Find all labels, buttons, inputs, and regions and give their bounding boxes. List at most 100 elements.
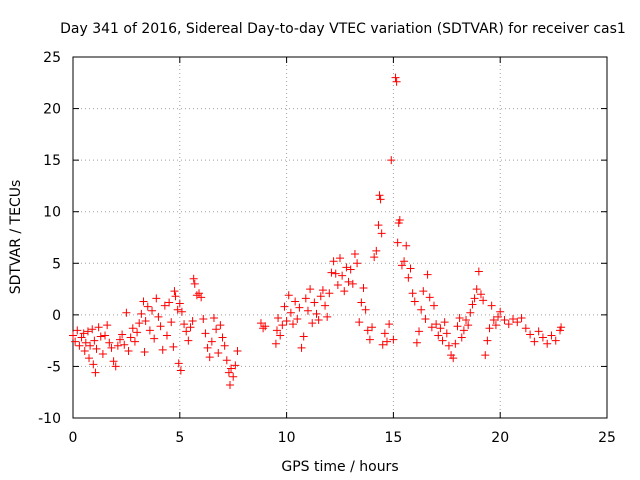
- data-point: [130, 337, 139, 346]
- data-point: [468, 300, 477, 309]
- data-point: [81, 338, 90, 347]
- data-point: [321, 301, 330, 310]
- data-point: [509, 314, 518, 323]
- data-point: [189, 274, 198, 283]
- data-point: [69, 331, 77, 340]
- data-point: [75, 341, 84, 350]
- data-point: [276, 331, 285, 340]
- data-point: [199, 314, 208, 323]
- data-point: [297, 343, 306, 352]
- data-point: [557, 323, 566, 332]
- data-point: [370, 253, 379, 262]
- data-point: [272, 326, 281, 335]
- data-point: [392, 77, 401, 86]
- data-point: [184, 336, 193, 345]
- data-point: [504, 320, 513, 329]
- data-point: [233, 346, 242, 355]
- data-point: [419, 287, 428, 296]
- data-point: [415, 327, 424, 336]
- data-point: [98, 350, 107, 359]
- axis-ticks: 0 5 10 15 20 25 -10 -5 0 5 10 15 20 25: [38, 50, 616, 446]
- data-point: [150, 334, 159, 343]
- data-point: [316, 292, 325, 301]
- data-point: [169, 342, 178, 351]
- x-tick-label: 5: [175, 430, 184, 446]
- data-point: [457, 333, 466, 342]
- y-tick-label: 25: [43, 50, 61, 66]
- data-point: [377, 229, 386, 238]
- data-point: [115, 335, 124, 344]
- data-point: [154, 312, 163, 321]
- data-point: [80, 346, 89, 355]
- data-point: [365, 335, 374, 344]
- y-tick-label: 0: [52, 308, 61, 324]
- data-point: [513, 318, 522, 327]
- data-point: [214, 349, 223, 358]
- data-point: [175, 299, 184, 308]
- data-point: [271, 339, 280, 348]
- data-point: [526, 330, 535, 339]
- data-point: [517, 313, 526, 322]
- data-point: [135, 319, 144, 328]
- data-point: [205, 353, 214, 362]
- data-point: [299, 332, 308, 341]
- data-point: [483, 336, 492, 345]
- data-point: [436, 324, 445, 333]
- data-point: [303, 306, 312, 315]
- data-point: [479, 296, 488, 305]
- data-point: [170, 287, 179, 296]
- data-point: [278, 321, 287, 330]
- data-point: [156, 322, 165, 331]
- data-point: [124, 346, 133, 355]
- data-point: [229, 372, 238, 381]
- plot-frame: [72, 56, 608, 419]
- data-point: [293, 314, 302, 323]
- data-point: [174, 359, 183, 368]
- data-point: [120, 340, 129, 349]
- x-tick-label: 25: [598, 430, 616, 446]
- x-tick-label: 10: [278, 430, 296, 446]
- data-point: [128, 324, 137, 333]
- x-axis-label: GPS time / hours: [281, 459, 398, 475]
- data-point: [412, 338, 421, 347]
- data-point: [107, 343, 116, 352]
- data-point: [90, 336, 99, 345]
- data-point: [195, 289, 204, 298]
- data-point: [408, 289, 417, 298]
- data-point: [359, 284, 368, 293]
- data-point: [400, 257, 409, 266]
- data-point: [284, 291, 293, 300]
- data-point: [289, 320, 298, 329]
- data-point: [105, 338, 114, 347]
- data-point: [429, 301, 438, 310]
- data-point: [389, 335, 398, 344]
- data-point: [538, 333, 547, 342]
- data-point: [331, 269, 340, 278]
- data-point: [487, 301, 496, 310]
- data-point: [180, 320, 189, 329]
- data-point: [139, 297, 148, 306]
- data-point: [140, 347, 149, 356]
- data-point: [325, 289, 334, 298]
- data-point: [83, 327, 92, 336]
- x-tick-label: 20: [491, 430, 509, 446]
- data-point: [73, 326, 82, 335]
- data-point: [350, 250, 359, 259]
- data-point: [188, 317, 197, 326]
- data-point: [224, 368, 233, 377]
- data-point: [449, 354, 458, 363]
- data-point: [192, 291, 201, 300]
- data-point: [274, 313, 283, 322]
- data-point: [462, 316, 471, 325]
- data-point: [143, 302, 152, 311]
- data-point: [344, 277, 353, 286]
- data-point: [432, 320, 441, 329]
- data-point: [167, 318, 176, 327]
- data-point: [94, 323, 103, 332]
- data-point: [353, 259, 362, 268]
- data-point: [489, 316, 498, 325]
- data-point: [534, 327, 543, 336]
- data-point: [342, 263, 351, 272]
- data-point: [126, 333, 135, 342]
